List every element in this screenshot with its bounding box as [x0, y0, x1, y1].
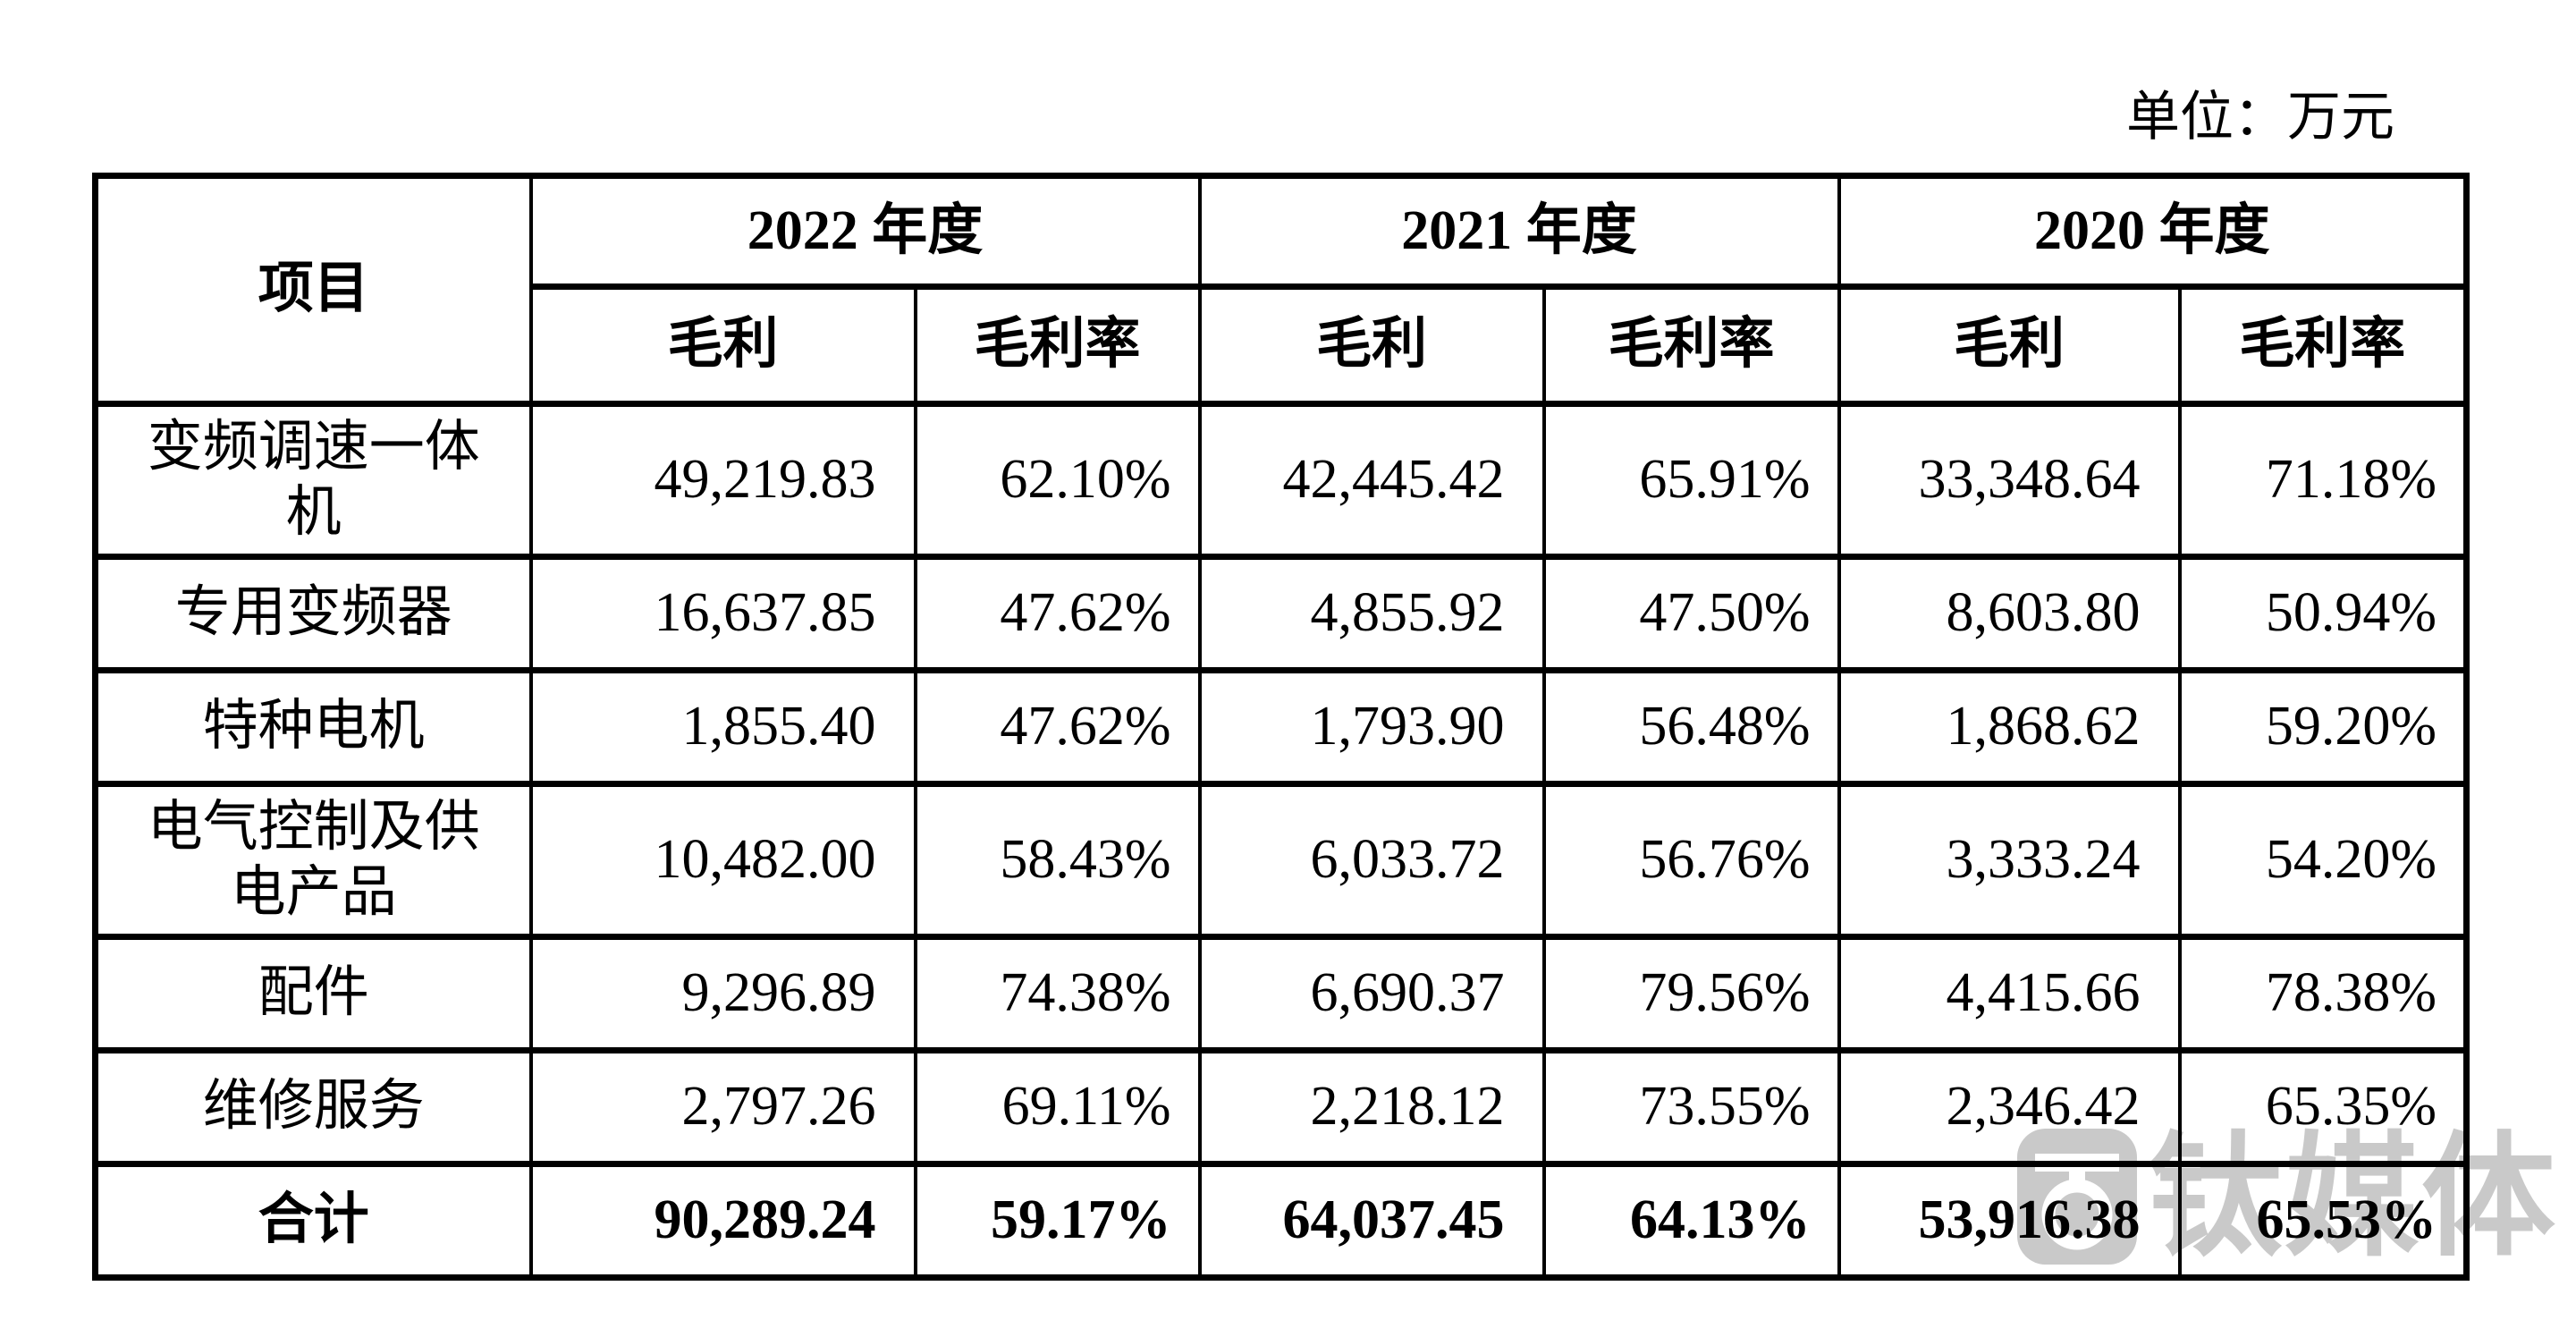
value-cell: 65.53% — [2177, 1161, 2469, 1281]
value-cell: 1,793.90 — [1197, 667, 1546, 787]
value-cell: 56.76% — [1541, 781, 1841, 940]
table-row: 配件 9,296.89 74.38% 6,690.37 79.56% 4,415… — [93, 934, 2469, 1053]
value-cell: 33,348.64 — [1837, 401, 2182, 560]
item-cell: 维修服务 — [93, 1047, 533, 1167]
value-cell: 9,296.89 — [528, 934, 917, 1053]
value-cell: 8,603.80 — [1837, 554, 2182, 673]
value-cell: 47.62% — [913, 554, 1202, 673]
value-cell: 78.38% — [2177, 934, 2469, 1053]
value-cell: 47.50% — [1541, 554, 1841, 673]
year-header-2020: 2020 年度 — [1837, 173, 2469, 290]
value-cell: 10,482.00 — [528, 781, 917, 940]
value-cell: 69.11% — [913, 1047, 1202, 1167]
value-cell: 2,797.26 — [528, 1047, 917, 1167]
item-cell: 配件 — [93, 934, 533, 1053]
item-cell: 合计 — [93, 1161, 533, 1281]
unit-label: 单位：万元 — [2126, 88, 2394, 147]
value-cell: 53,916.38 — [1837, 1161, 2182, 1281]
value-cell: 56.48% — [1541, 667, 1841, 787]
value-cell: 58.43% — [913, 781, 1202, 940]
col-header-gross-profit-2022: 毛利 — [528, 283, 917, 407]
value-cell: 47.62% — [913, 667, 1202, 787]
value-cell: 73.55% — [1541, 1047, 1841, 1167]
value-cell: 65.35% — [2177, 1047, 2469, 1167]
value-cell: 2,218.12 — [1197, 1047, 1546, 1167]
value-cell: 4,855.92 — [1197, 554, 1546, 673]
table-row: 维修服务 2,797.26 69.11% 2,218.12 73.55% 2,3… — [93, 1047, 2469, 1167]
value-cell: 3,333.24 — [1837, 781, 2182, 940]
value-cell: 65.91% — [1541, 401, 1841, 560]
gross-profit-table: 项目 2022 年度 2021 年度 2020 年度 毛利 毛利率 毛利 毛利率… — [92, 173, 2470, 1281]
value-cell: 49,219.83 — [528, 401, 917, 560]
table-row: 专用变频器 16,637.85 47.62% 4,855.92 47.50% 8… — [93, 554, 2469, 673]
item-cell: 特种电机 — [93, 667, 533, 787]
value-cell: 1,868.62 — [1837, 667, 2182, 787]
table-row-total: 合计 90,289.24 59.17% 64,037.45 64.13% 53,… — [93, 1161, 2469, 1281]
value-cell: 6,690.37 — [1197, 934, 1546, 1053]
value-cell: 64.13% — [1541, 1161, 1841, 1281]
value-cell: 1,855.40 — [528, 667, 917, 787]
value-cell: 16,637.85 — [528, 554, 917, 673]
header-row-years: 项目 2022 年度 2021 年度 2020 年度 — [93, 173, 2469, 407]
value-cell: 79.56% — [1541, 934, 1841, 1053]
col-header-gross-margin-2021: 毛利率 — [1541, 283, 1841, 407]
value-cell: 59.17% — [913, 1161, 1202, 1281]
table-row: 电气控制及供电产品 10,482.00 58.43% 6,033.72 56.7… — [93, 781, 2469, 940]
table-row: 特种电机 1,855.40 47.62% 1,793.90 56.48% 1,8… — [93, 667, 2469, 787]
item-header-cell: 项目 — [93, 173, 533, 407]
col-header-gross-margin-2022: 毛利率 — [913, 283, 1202, 407]
value-cell: 54.20% — [2177, 781, 2469, 940]
header-row-metrics: 毛利 毛利率 毛利 毛利率 毛利 毛利率 — [96, 283, 2469, 407]
col-header-gross-profit-2021: 毛利 — [1197, 283, 1546, 407]
value-cell: 59.20% — [2177, 667, 2469, 787]
year-header-2022: 2022 年度 — [528, 173, 1202, 290]
table-row: 变频调速一体机 49,219.83 62.10% 42,445.42 65.91… — [93, 401, 2469, 560]
value-cell: 4,415.66 — [1837, 934, 2182, 1053]
col-header-gross-profit-2020: 毛利 — [1837, 283, 2182, 407]
value-cell: 71.18% — [2177, 401, 2469, 560]
value-cell: 42,445.42 — [1197, 401, 1546, 560]
item-cell: 变频调速一体机 — [93, 401, 533, 560]
year-header-2021: 2021 年度 — [1197, 173, 1841, 290]
value-cell: 2,346.42 — [1837, 1047, 2182, 1167]
value-cell: 90,289.24 — [528, 1161, 917, 1281]
value-cell: 74.38% — [913, 934, 1202, 1053]
item-cell: 电气控制及供电产品 — [93, 781, 533, 940]
value-cell: 6,033.72 — [1197, 781, 1546, 940]
value-cell: 62.10% — [913, 401, 1202, 560]
value-cell: 64,037.45 — [1197, 1161, 1546, 1281]
value-cell: 50.94% — [2177, 554, 2469, 673]
col-header-gross-margin-2020: 毛利率 — [2177, 283, 2469, 407]
item-cell: 专用变频器 — [93, 554, 533, 673]
